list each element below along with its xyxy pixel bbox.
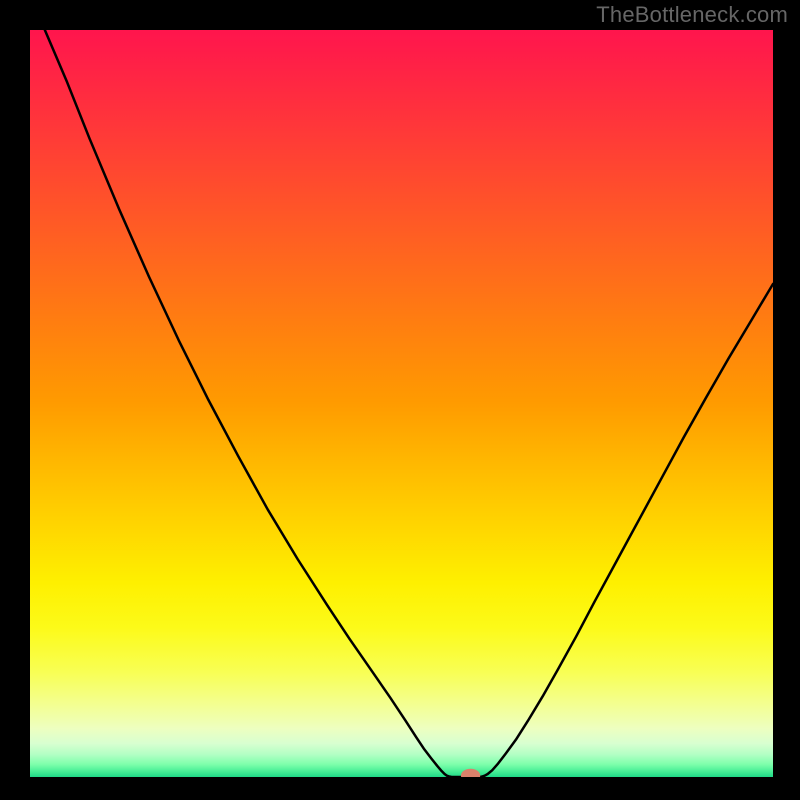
watermark-text: TheBottleneck.com — [596, 2, 788, 28]
bottleneck-curve-plot — [30, 30, 773, 777]
chart-frame: TheBottleneck.com — [0, 0, 800, 800]
gradient-background — [30, 30, 773, 777]
